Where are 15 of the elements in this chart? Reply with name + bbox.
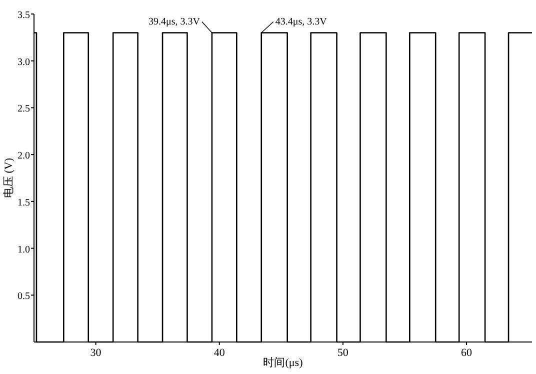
x-tick-label: 30 (90, 347, 102, 359)
y-tick-label: 2.5 (18, 104, 30, 115)
x-tick-label: 50 (337, 347, 349, 359)
y-axis-title: 电压 (V) (2, 158, 15, 198)
y-tick-label: 0.5 (18, 291, 30, 302)
y-tick-label: 1.0 (18, 244, 30, 256)
y-tick-label: 3.5 (18, 10, 30, 21)
y-tick-label: 2.0 (18, 150, 30, 162)
x-tick-label: 40 (214, 347, 226, 359)
y-tick-label: 1.5 (18, 197, 30, 208)
y-tick-label: 3.0 (18, 56, 30, 68)
x-tick-label: 60 (461, 347, 473, 359)
annotation: 39.4μs, 3.3V (148, 16, 201, 28)
annotation: 43.4μs, 3.3V (275, 16, 328, 28)
x-axis-title: 时间(μs) (263, 356, 304, 369)
